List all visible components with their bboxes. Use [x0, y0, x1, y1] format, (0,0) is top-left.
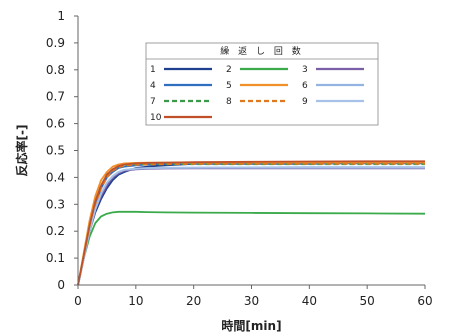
y-tick-label: 0.6 [46, 117, 65, 131]
x-tick-label: 10 [128, 294, 143, 308]
series-line-5 [77, 161, 425, 286]
legend-label-3: 3 [302, 65, 308, 75]
x-tick-label: 0 [74, 294, 82, 308]
y-tick-label: 0.1 [46, 251, 65, 265]
x-tick-label: 60 [417, 294, 432, 308]
series-line-7 [77, 163, 425, 286]
y-tick-label: 0.5 [46, 144, 65, 158]
series-line-6 [77, 166, 425, 286]
series-line-3 [77, 167, 425, 286]
legend-label-8: 8 [226, 97, 232, 107]
y-tick-label: 0.4 [46, 170, 65, 184]
series-line-2 [77, 210, 426, 286]
x-tick-label: 50 [360, 294, 375, 308]
x-tick-label: 20 [186, 294, 201, 308]
series-line-4 [77, 162, 425, 286]
legend-label-5: 5 [226, 81, 232, 91]
legend-label-7: 7 [150, 97, 156, 107]
x-axis-ticks: 0 10 20 30 40 50 60 [74, 285, 433, 308]
y-tick-label: 0.9 [46, 36, 65, 50]
legend-label-1: 1 [150, 65, 156, 75]
y-tick-label: 1 [57, 9, 65, 23]
y-tick-label: 0 [57, 278, 65, 292]
series-lines [77, 160, 426, 286]
legend-label-10: 10 [150, 113, 162, 123]
x-tick-label: 30 [244, 294, 259, 308]
legend-label-2: 2 [226, 65, 232, 75]
series-line-10 [77, 160, 425, 286]
legend: 繰 返 し 回 数 1 2 3 4 5 6 7 8 9 10 [145, 42, 379, 126]
x-tick-label: 40 [302, 294, 317, 308]
y-tick-label: 0.7 [46, 90, 65, 104]
legend-items: 1 2 3 4 5 6 7 8 9 10 [150, 65, 364, 123]
series-line-8 [77, 162, 425, 286]
y-axis-title: 反応率[-] [14, 125, 29, 177]
series-line-1 [77, 161, 425, 286]
legend-label-4: 4 [150, 81, 156, 91]
legend-title: 繰 返 し 回 数 [220, 45, 303, 57]
legend-label-9: 9 [302, 97, 308, 107]
y-tick-label: 0.3 [46, 197, 65, 211]
y-tick-label: 0.2 [46, 224, 65, 238]
series-line-9 [77, 166, 425, 286]
y-axis-ticks: 0 0.1 0.2 0.3 0.4 0.5 0.6 0.7 0.8 0.9 1 [46, 9, 78, 292]
legend-label-6: 6 [302, 81, 308, 91]
y-tick-label: 0.8 [46, 63, 65, 77]
x-axis-title: 時間[min] [221, 318, 281, 333]
